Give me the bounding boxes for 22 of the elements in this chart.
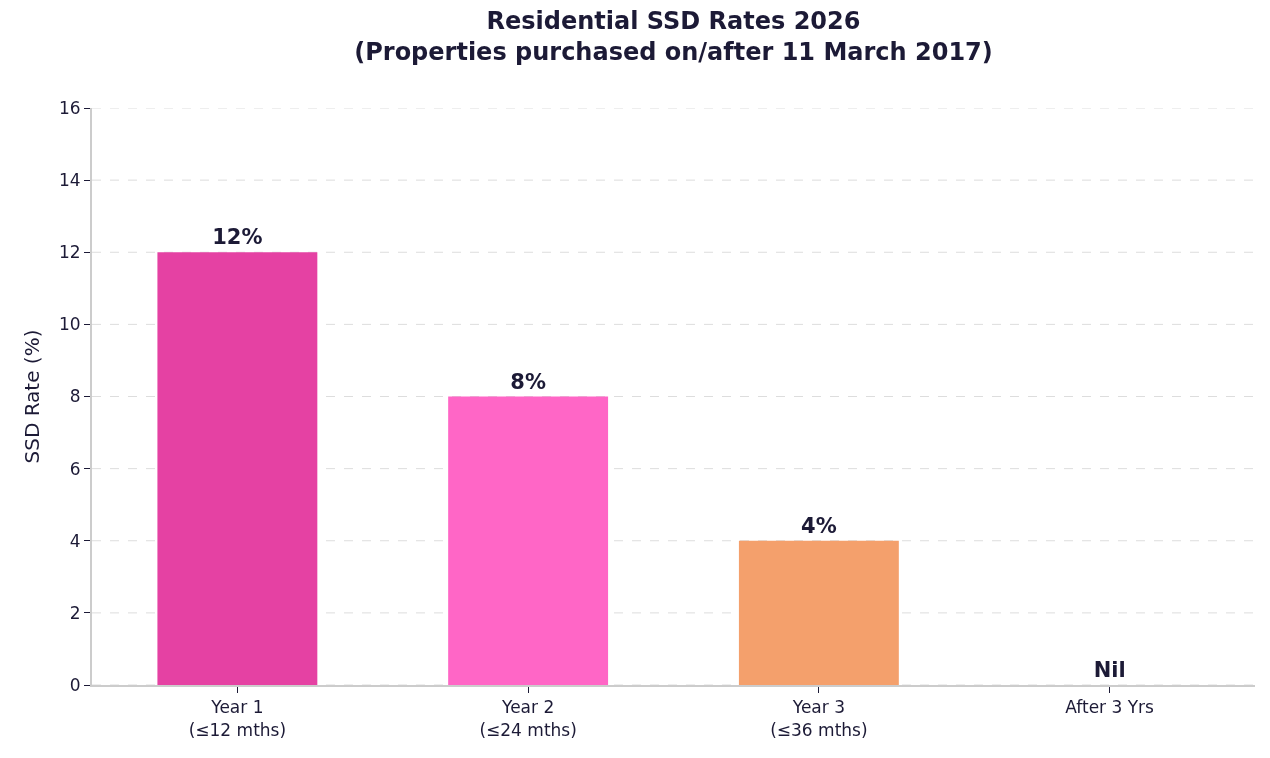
- data-label: Nil: [1093, 658, 1126, 682]
- y-tick-label: 8: [69, 386, 81, 407]
- x-tick-label: Year 1 (≤12 mths): [188, 697, 287, 740]
- y-tick-label: 14: [58, 170, 81, 191]
- y-tick-label: 16: [58, 97, 81, 118]
- y-axis-title: SSD Rate (%): [19, 329, 44, 464]
- y-tick-label: 4: [69, 530, 81, 551]
- y-tick-label: 10: [58, 314, 81, 335]
- data-label: 8%: [510, 369, 546, 394]
- chart-title: Residential SSD Rates 2026 (Properties purchased on/after 11 March 2017): [354, 6, 993, 66]
- y-tick-label: 2: [69, 602, 81, 623]
- y-tick-label: 6: [69, 458, 81, 479]
- y-tick-label: 0: [69, 674, 81, 695]
- y-tick-label: 12: [58, 242, 81, 263]
- x-tick-label: After 3 Yrs: [1065, 697, 1155, 718]
- bar: [738, 540, 899, 685]
- x-tick-label: Year 2 (≤24 mths): [479, 697, 577, 740]
- data-label: 12%: [212, 225, 263, 250]
- data-label: 4%: [801, 513, 837, 538]
- bar: [157, 252, 318, 685]
- x-tick-label: Year 3 (≤36 mths): [770, 697, 868, 740]
- bar: [448, 396, 609, 685]
